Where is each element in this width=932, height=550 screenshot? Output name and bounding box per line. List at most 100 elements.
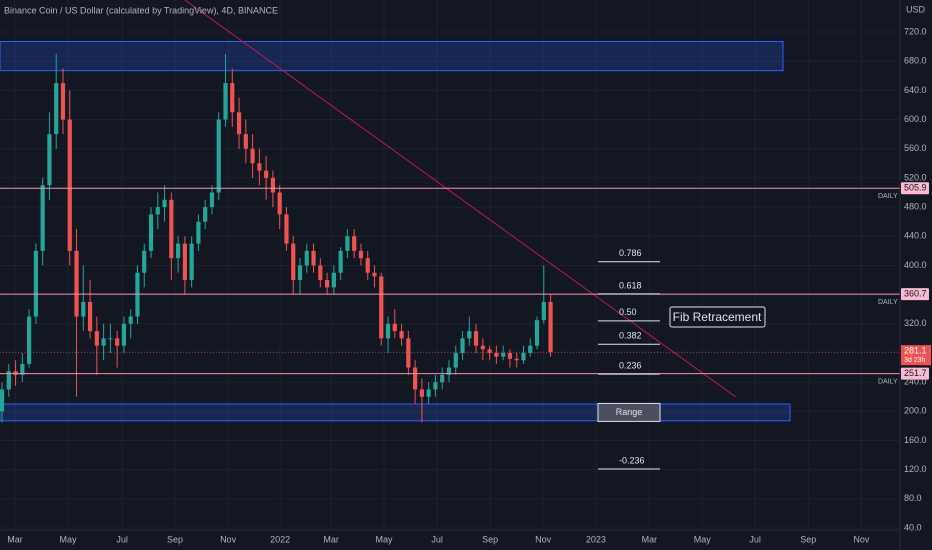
candle-body bbox=[236, 112, 242, 135]
candle-body bbox=[311, 250, 316, 266]
y-tick-label: 160.0 bbox=[904, 435, 927, 445]
candle-body bbox=[135, 272, 140, 317]
fib-title: Fib Retracement bbox=[673, 310, 762, 324]
x-tick-label: Nov bbox=[220, 534, 237, 544]
candle-body bbox=[460, 338, 465, 353]
candle-body bbox=[94, 331, 99, 346]
level-badge bbox=[901, 288, 929, 301]
candle-body bbox=[60, 83, 66, 120]
y-tick-label: 320.0 bbox=[904, 318, 927, 328]
candle-body bbox=[331, 272, 336, 288]
candle-body bbox=[453, 352, 458, 368]
candle-body bbox=[196, 221, 201, 244]
x-tick-label: Jul bbox=[116, 534, 128, 544]
candle-body bbox=[209, 192, 215, 208]
y-tick-label: 400.0 bbox=[904, 260, 927, 270]
candle-body bbox=[426, 389, 431, 397]
candle-body bbox=[392, 323, 397, 332]
candle-body bbox=[291, 243, 296, 281]
level-price: 360.7 bbox=[904, 288, 927, 298]
candle-body bbox=[521, 352, 526, 361]
candle-body bbox=[54, 83, 59, 135]
candle-body bbox=[501, 352, 506, 357]
candle-body bbox=[243, 134, 248, 149]
currency-label: USD bbox=[906, 4, 926, 14]
x-tick-label: Mar bbox=[7, 534, 23, 544]
candle-body bbox=[264, 170, 269, 178]
candle-body bbox=[379, 276, 384, 339]
y-tick-label: 120.0 bbox=[904, 464, 927, 474]
chart-title: Binance Coin / US Dollar (calculated by … bbox=[4, 5, 278, 15]
candle-body bbox=[541, 301, 546, 321]
candle-body bbox=[230, 83, 235, 113]
y-tick-label: 240.0 bbox=[904, 377, 927, 387]
fib-label: 0.50 bbox=[619, 307, 637, 317]
candle-body bbox=[6, 371, 11, 390]
x-tick-label: May bbox=[60, 534, 78, 544]
candle-body bbox=[507, 352, 513, 359]
candle-body bbox=[203, 207, 208, 222]
countdown: 3d 23h bbox=[904, 357, 926, 364]
candle-body bbox=[108, 338, 113, 340]
candle-body bbox=[81, 301, 86, 317]
y-tick-label: 440.0 bbox=[904, 231, 927, 241]
x-tick-label: Jul bbox=[431, 534, 443, 544]
candle-body bbox=[277, 192, 282, 215]
candle-body bbox=[33, 250, 38, 317]
candle-body bbox=[528, 345, 533, 353]
fib-title-box bbox=[669, 306, 766, 328]
level-tag: DAILY bbox=[878, 299, 898, 306]
last-price-badge bbox=[901, 345, 931, 366]
range-label-box bbox=[597, 402, 661, 422]
y-tick-label: 600.0 bbox=[904, 114, 927, 124]
fib-label: -0.236 bbox=[619, 455, 645, 465]
candle-body bbox=[446, 367, 452, 375]
candle-body bbox=[13, 371, 18, 375]
x-tick-label: Mar bbox=[323, 534, 339, 544]
candle-body bbox=[365, 258, 370, 273]
candle-body bbox=[284, 214, 289, 244]
y-tick-label: 200.0 bbox=[904, 406, 927, 416]
zone bbox=[0, 403, 791, 422]
plot-area bbox=[0, 0, 900, 530]
last-price: 281.1 bbox=[904, 346, 927, 356]
candle-body bbox=[413, 367, 418, 390]
candle-body bbox=[169, 199, 174, 259]
candle-body bbox=[270, 177, 276, 193]
candle-body bbox=[372, 272, 377, 277]
level-price: 251.7 bbox=[904, 368, 927, 378]
candle-body bbox=[20, 363, 25, 375]
trendline bbox=[184, 0, 736, 398]
y-tick-label: 80.0 bbox=[904, 493, 922, 503]
x-tick-label: 2022 bbox=[270, 534, 290, 544]
candle-body bbox=[67, 119, 72, 251]
candle-body bbox=[40, 185, 45, 251]
y-tick-label: 40.0 bbox=[904, 522, 922, 532]
fib-label: 0.236 bbox=[619, 360, 642, 370]
candle-body bbox=[324, 280, 330, 288]
level-tag: DAILY bbox=[878, 378, 898, 385]
candle-body bbox=[148, 214, 154, 251]
candle-body bbox=[216, 119, 221, 193]
candle-body bbox=[487, 349, 492, 353]
x-tick-label: 2023 bbox=[586, 534, 606, 544]
level-price: 505.9 bbox=[904, 183, 927, 193]
candle-body bbox=[548, 301, 553, 353]
candle-body bbox=[182, 243, 187, 281]
candle-body bbox=[345, 236, 350, 251]
candle-body bbox=[440, 374, 445, 383]
candle-body bbox=[74, 250, 79, 317]
candle-body bbox=[87, 301, 93, 332]
y-tick-label: 680.0 bbox=[904, 56, 927, 66]
y-tick-label: 640.0 bbox=[904, 85, 927, 95]
candle-body bbox=[514, 358, 519, 361]
candle-body bbox=[406, 338, 411, 368]
zone bbox=[0, 41, 784, 72]
x-tick-label: Mar bbox=[642, 534, 658, 544]
x-tick-label: Sep bbox=[482, 534, 498, 544]
candle-body bbox=[27, 316, 32, 364]
candle-body bbox=[352, 236, 357, 251]
candle-body bbox=[534, 320, 540, 346]
level-badge bbox=[901, 182, 929, 195]
